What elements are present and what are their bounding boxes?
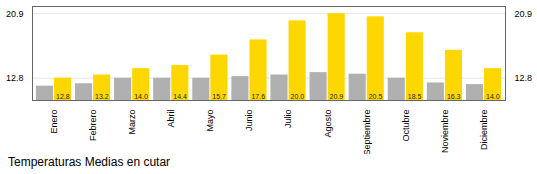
svg-text:Junio: Junio <box>244 110 254 132</box>
svg-text:Julio: Julio <box>283 110 293 129</box>
svg-text:20.9: 20.9 <box>515 9 533 19</box>
svg-text:14.4: 14.4 <box>173 93 187 100</box>
svg-text:13.2: 13.2 <box>95 93 109 100</box>
svg-text:14.0: 14.0 <box>486 93 500 100</box>
svg-text:15.7: 15.7 <box>212 93 226 100</box>
svg-text:20.5: 20.5 <box>369 93 383 100</box>
svg-text:Noviembre: Noviembre <box>440 110 450 154</box>
svg-text:Diciembre: Diciembre <box>479 110 489 151</box>
svg-text:20.9: 20.9 <box>330 93 344 100</box>
html-text:Temperaturas Medias en cutar: Temperaturas Medias en cutar <box>8 155 171 169</box>
svg-text:Enero: Enero <box>49 110 59 134</box>
svg-text:Septiembre: Septiembre <box>362 110 372 155</box>
svg-text:Octubre: Octubre <box>401 110 411 142</box>
svg-text:16.3: 16.3 <box>447 93 461 100</box>
svg-text:12.8: 12.8 <box>6 73 24 83</box>
svg-text:Agosto: Agosto <box>323 110 333 138</box>
svg-text:Marzo: Marzo <box>127 110 137 135</box>
svg-text:12.8: 12.8 <box>515 73 533 83</box>
svg-text:18.5: 18.5 <box>408 93 422 100</box>
svg-text:Abril: Abril <box>166 110 176 128</box>
svg-text:17.6: 17.6 <box>251 93 265 100</box>
svg-text:14.0: 14.0 <box>134 93 148 100</box>
svg-text:20.0: 20.0 <box>291 93 305 100</box>
svg-text:12.8: 12.8 <box>56 93 70 100</box>
svg-text:Febrero: Febrero <box>88 110 98 142</box>
svg-text:20.9: 20.9 <box>6 9 24 19</box>
svg-text:Mayo: Mayo <box>205 110 215 132</box>
